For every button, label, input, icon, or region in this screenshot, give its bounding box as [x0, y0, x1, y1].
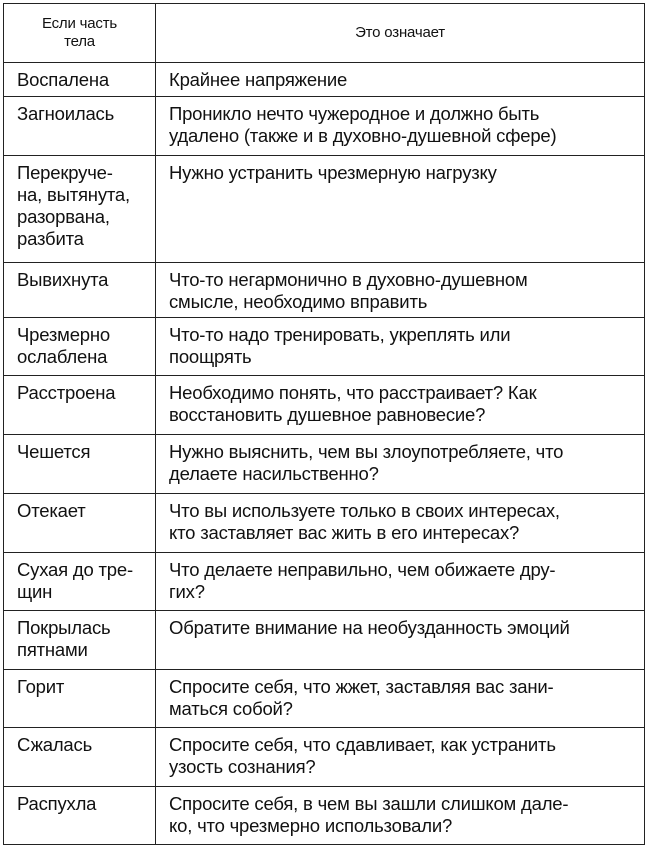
- body-part-cell: Распухла: [3, 786, 156, 845]
- body-part-cell-line: пятнами: [17, 639, 88, 660]
- meaning-cell: Спросите себя, в чем вы зашли слишком да…: [155, 786, 645, 845]
- meaning-cell: Что делаете неправильно, чем обижаете др…: [155, 552, 645, 611]
- header-meaning: Это означает: [155, 3, 645, 63]
- meaning-cell: Спросите себя, что жжет, заставляя вас з…: [155, 669, 645, 728]
- meaning-cell-line: Проникло нечто чужеродное и должно быть: [169, 103, 540, 124]
- meaning-cell-line: ко, что чрезмерно использовали?: [169, 815, 453, 836]
- table-row: Расстроена Необходимо понять, что расстра…: [3, 375, 645, 435]
- meaning-cell-line: смысле, необходимо вправить: [169, 291, 428, 312]
- body-part-cell-line: Загноилась: [17, 103, 115, 124]
- meaning-cell-line: удалено (также и в духовно-душевной сфер…: [169, 125, 557, 146]
- table-row: Распухла Спросите себя, в чем вы зашли сл…: [3, 786, 645, 845]
- meaning-cell-line: Крайнее напряжение: [169, 69, 348, 90]
- body-part-cell-line: Воспалена: [17, 69, 109, 90]
- body-part-cell-line: Расстроена: [17, 382, 116, 403]
- body-part-cell: Чешется: [3, 434, 156, 494]
- meaning-cell-line: кто заставляет вас жить в его интересах?: [169, 522, 520, 543]
- meaning-cell-line: Что-то негармонично в духовно-душевном: [169, 269, 528, 290]
- header-body-part-line: тела: [64, 33, 95, 50]
- body-part-cell: Горит: [3, 669, 156, 728]
- table-row: Перекруче-на, вытянута, разорвана, разбита…: [3, 155, 645, 263]
- body-part-cell: Покрылась пятнами: [3, 610, 156, 670]
- table-row: Покрылась пятнами Обратите внимание на нео…: [3, 610, 645, 670]
- body-part-cell-line: на, вытянута,: [17, 184, 130, 205]
- body-part-cell-line: Сухая до тре-: [17, 559, 133, 580]
- table-row: Отекает Что вы используете только в своих…: [3, 493, 645, 553]
- body-part-cell-line: разорвана,: [17, 206, 110, 227]
- table-header-row: Если часть тела Это означает: [3, 3, 645, 63]
- meaning-cell: Нужно устранить чрезмерную нагрузку: [155, 155, 645, 263]
- body-part-cell-line: Горит: [17, 676, 65, 697]
- meaning-cell: Необходимо понять, что расстраивает? Как…: [155, 375, 645, 435]
- body-part-cell-line: разбита: [17, 228, 84, 249]
- meaning-cell-line: Необходимо понять, что расстраивает? Как: [169, 382, 537, 403]
- body-part-cell: Воспалена: [3, 62, 156, 97]
- meaning-cell-line: Спросите себя, в чем вы зашли слишком да…: [169, 793, 569, 814]
- table-row: Воспалена Крайнее напряжение: [3, 62, 645, 97]
- meaning-cell-line: Нужно устранить чрезмерную нагрузку: [169, 162, 497, 183]
- meaning-cell: Что вы используете только в своих интере…: [155, 493, 645, 553]
- body-part-cell: Расстроена: [3, 375, 156, 435]
- body-part-cell-line: Отекает: [17, 500, 86, 521]
- meaning-cell-line: Нужно выяснить, чем вы злоупотребляете, …: [169, 441, 564, 462]
- body-part-cell-line: ослаблена: [17, 346, 108, 367]
- meaning-cell-line: Что-то надо тренировать, укреплять или: [169, 324, 511, 345]
- body-part-cell-line: Перекруче-: [17, 162, 113, 183]
- header-body-part: Если часть тела: [3, 3, 156, 63]
- body-part-cell: Сухая до тре-щин: [3, 552, 156, 611]
- body-part-cell-line: Вывихнута: [17, 269, 109, 290]
- meaning-cell-line: делаете насильственно?: [169, 463, 379, 484]
- body-part-cell: Чрезмерно ослаблена: [3, 317, 156, 376]
- meaning-cell-line: маться собой?: [169, 698, 293, 719]
- body-part-cell: Вывихнута: [3, 262, 156, 318]
- table-row: Сжалась Спросите себя, что сдавливает, ка…: [3, 727, 645, 787]
- body-part-cell: Отекает: [3, 493, 156, 553]
- body-part-cell-line: Чрезмерно: [17, 324, 110, 345]
- table-row: Чрезмерно ослаблена Что-то надо тренироват…: [3, 317, 645, 376]
- meaning-cell: Что-то надо тренировать, укреплять или по…: [155, 317, 645, 376]
- body-part-cell-line: Покрылась: [17, 617, 111, 638]
- meaning-cell-line: Обратите внимание на необузданность эмоц…: [169, 617, 570, 638]
- meaning-cell: Обратите внимание на необузданность эмоц…: [155, 610, 645, 670]
- meaning-cell-line: Что вы используете только в своих интере…: [169, 500, 560, 521]
- table-row: Чешется Нужно выяснить, чем вы злоупотреб…: [3, 434, 645, 494]
- meaning-cell-line: узость сознания?: [169, 756, 316, 777]
- meaning-cell-line: Спросите себя, что сдавливает, как устра…: [169, 734, 556, 755]
- table-row: Сухая до тре-щин Что делаете неправильно,…: [3, 552, 645, 611]
- body-part-cell-line: Чешется: [17, 441, 91, 462]
- table-row: Вывихнута Что-то негармонично в духовно-д…: [3, 262, 645, 318]
- header-body-part-line: Если часть: [42, 15, 117, 32]
- body-part-cell: Загноилась: [3, 96, 156, 156]
- meaning-cell-line: восстановить душевное равновесие?: [169, 404, 486, 425]
- body-part-cell-line: Распухла: [17, 793, 97, 814]
- meaning-cell: Нужно выяснить, чем вы злоупотребляете, …: [155, 434, 645, 494]
- meaning-cell: Крайнее напряжение: [155, 62, 645, 97]
- meaning-table: Если часть тела Это означает Воспалена Кр…: [3, 3, 645, 845]
- table-row: Горит Спросите себя, что жжет, заставляя …: [3, 669, 645, 728]
- meaning-cell: Проникло нечто чужеродное и должно быть у…: [155, 96, 645, 156]
- table-row: Загноилась Проникло нечто чужеродное и до…: [3, 96, 645, 156]
- meaning-cell: Спросите себя, что сдавливает, как устра…: [155, 727, 645, 787]
- meaning-cell-line: гих?: [169, 581, 205, 602]
- meaning-cell: Что-то негармонично в духовно-душевном см…: [155, 262, 645, 318]
- body-part-cell: Перекруче-на, вытянута, разорвана, разбита: [3, 155, 156, 263]
- body-part-cell: Сжалась: [3, 727, 156, 787]
- meaning-cell-line: Спросите себя, что жжет, заставляя вас з…: [169, 676, 554, 697]
- body-part-cell-line: Сжалась: [17, 734, 93, 755]
- body-part-cell-line: щин: [17, 581, 53, 602]
- meaning-cell-line: Что делаете неправильно, чем обижаете др…: [169, 559, 556, 580]
- meaning-cell-line: поощрять: [169, 346, 252, 367]
